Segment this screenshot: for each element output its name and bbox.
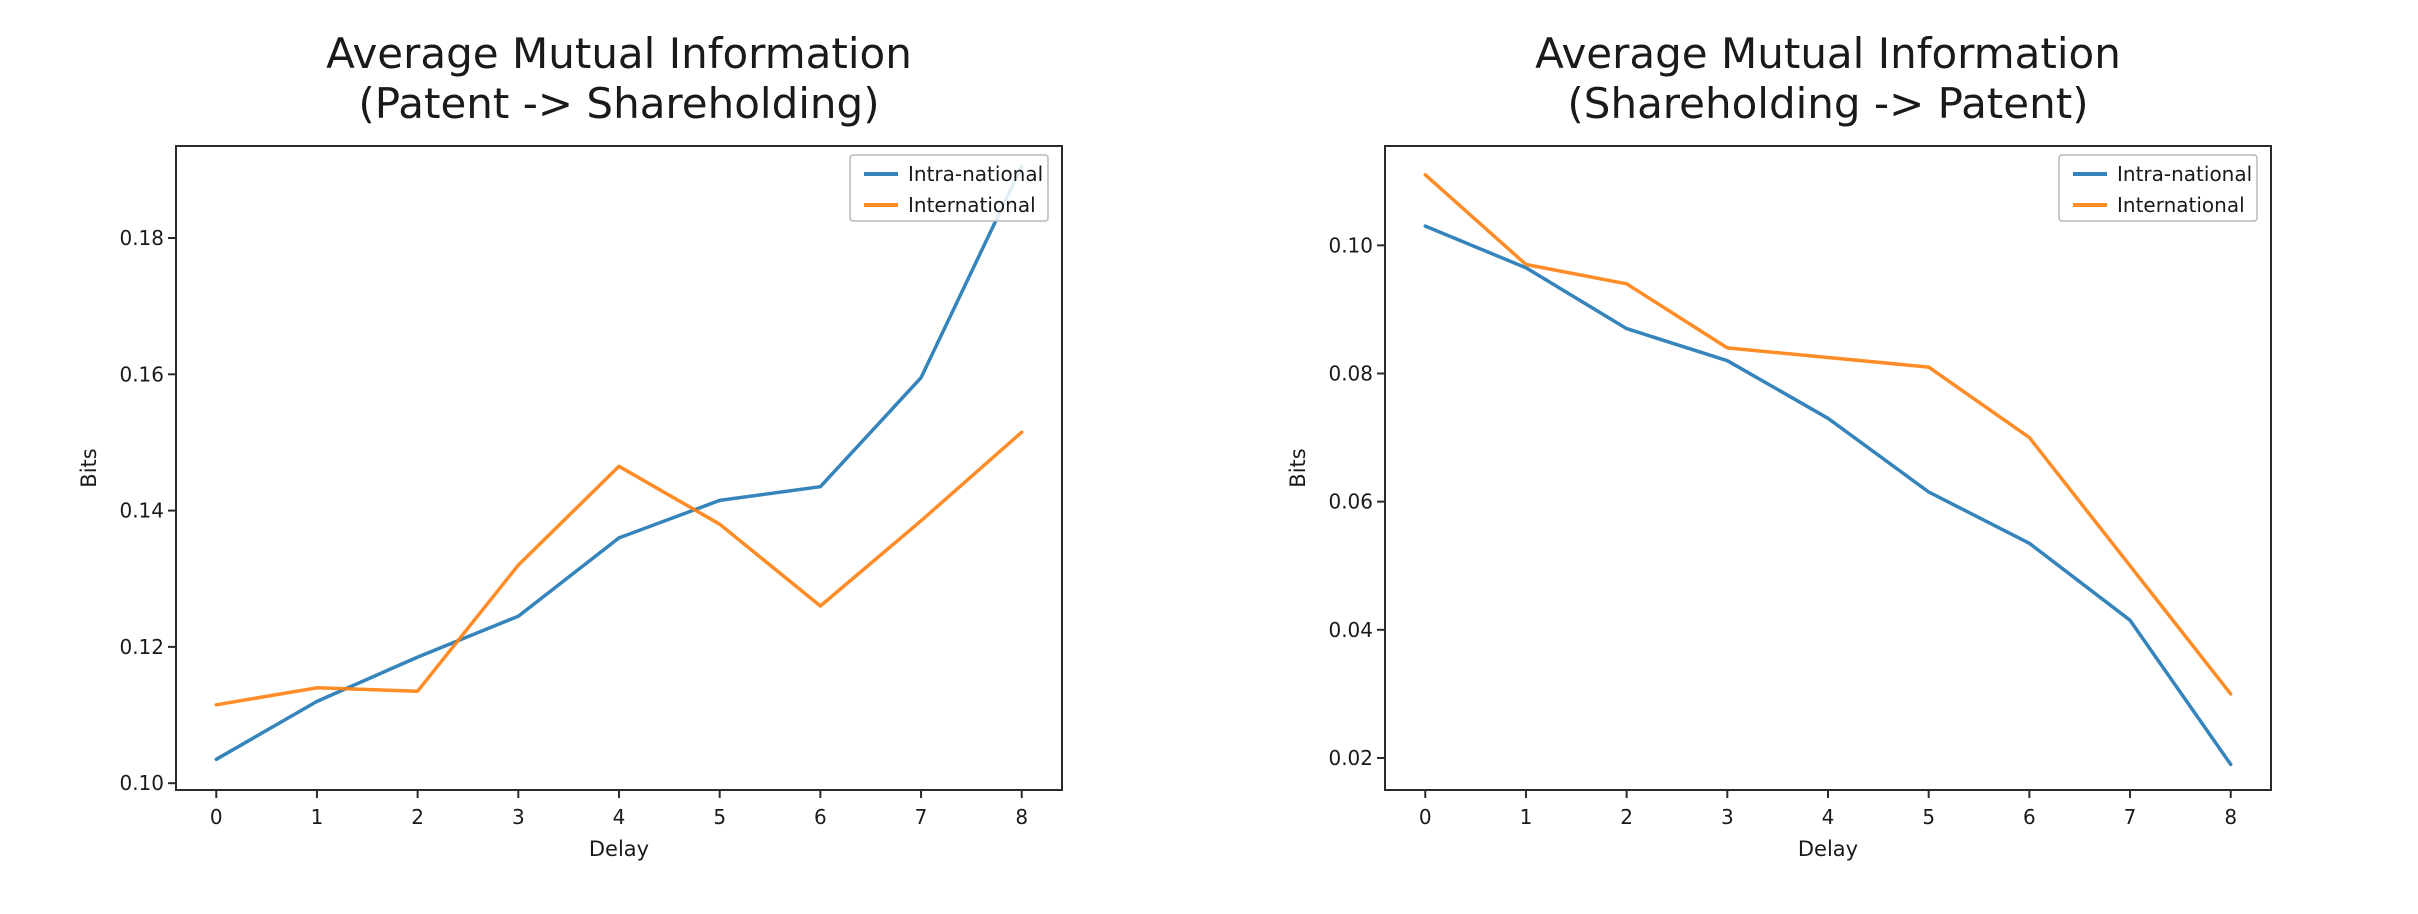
y-tick-label: 0.04 xyxy=(1328,618,1373,642)
chart-title-line2: (Patent -> Shareholding) xyxy=(358,79,879,128)
legend-label: International xyxy=(2117,193,2245,217)
chart-svg: Average Mutual Information(Shareholding … xyxy=(1209,0,2418,914)
legend-label: Intra-national xyxy=(2117,162,2252,186)
series-line-international xyxy=(214,430,1024,707)
series-line-intra-national xyxy=(1423,224,2233,767)
legend: Intra-national International xyxy=(849,154,1049,222)
y-axis-label: Bits xyxy=(1286,448,1310,487)
legend-label: Intra-national xyxy=(908,162,1043,186)
y-tick-label: 0.16 xyxy=(119,362,164,386)
x-tick-label: 7 xyxy=(2124,805,2137,829)
y-tick-label: 0.06 xyxy=(1328,490,1373,514)
x-tick-label: 8 xyxy=(2224,805,2237,829)
x-tick-label: 1 xyxy=(1520,805,1533,829)
chart-shareholding-to-patent: Average Mutual Information (Shareholding … xyxy=(1209,0,2418,914)
legend: Intra-national International xyxy=(2058,154,2258,222)
y-tick-label: 0.10 xyxy=(1328,233,1373,257)
x-tick-label: 0 xyxy=(210,805,223,829)
x-tick-label: 6 xyxy=(814,805,827,829)
chart-title-line1: Average Mutual Information xyxy=(326,29,912,78)
x-tick-label: 7 xyxy=(915,805,928,829)
series-line-international xyxy=(1423,173,2233,696)
x-tick-label: 4 xyxy=(613,805,626,829)
x-tick-label: 8 xyxy=(1015,805,1028,829)
y-axis-label: Bits xyxy=(77,448,101,487)
y-tick-label: 0.14 xyxy=(119,499,164,523)
series-line-intra-national xyxy=(214,164,1024,762)
x-tick-label: 3 xyxy=(512,805,525,829)
x-tick-label: 4 xyxy=(1822,805,1835,829)
legend-box xyxy=(2058,154,2258,222)
y-tick-label: 0.10 xyxy=(119,771,164,795)
chart-title-line2: (Shareholding -> Patent) xyxy=(1567,79,2088,128)
chart-title-line1: Average Mutual Information xyxy=(1535,29,2121,78)
figure-background xyxy=(1209,0,2418,914)
legend-box xyxy=(849,154,1049,222)
x-tick-label: 2 xyxy=(1620,805,1633,829)
x-axis-label: Delay xyxy=(589,837,649,861)
x-tick-label: 0 xyxy=(1419,805,1432,829)
legend-label: International xyxy=(908,193,1036,217)
chart-patent-to-shareholding: Average Mutual Information (Patent -> Sha… xyxy=(0,0,1209,914)
x-tick-label: 5 xyxy=(1922,805,1935,829)
chart-svg: Average Mutual Information(Patent -> Sha… xyxy=(0,0,1209,914)
y-tick-label: 0.02 xyxy=(1328,746,1373,770)
y-tick-label: 0.12 xyxy=(119,635,164,659)
x-tick-label: 3 xyxy=(1721,805,1734,829)
y-tick-label: 0.18 xyxy=(119,226,164,250)
x-tick-label: 6 xyxy=(2023,805,2036,829)
x-tick-label: 2 xyxy=(411,805,424,829)
x-axis-label: Delay xyxy=(1798,837,1858,861)
x-tick-label: 1 xyxy=(311,805,324,829)
x-tick-label: 5 xyxy=(713,805,726,829)
figure-background xyxy=(0,0,1209,914)
y-tick-label: 0.08 xyxy=(1328,361,1373,385)
